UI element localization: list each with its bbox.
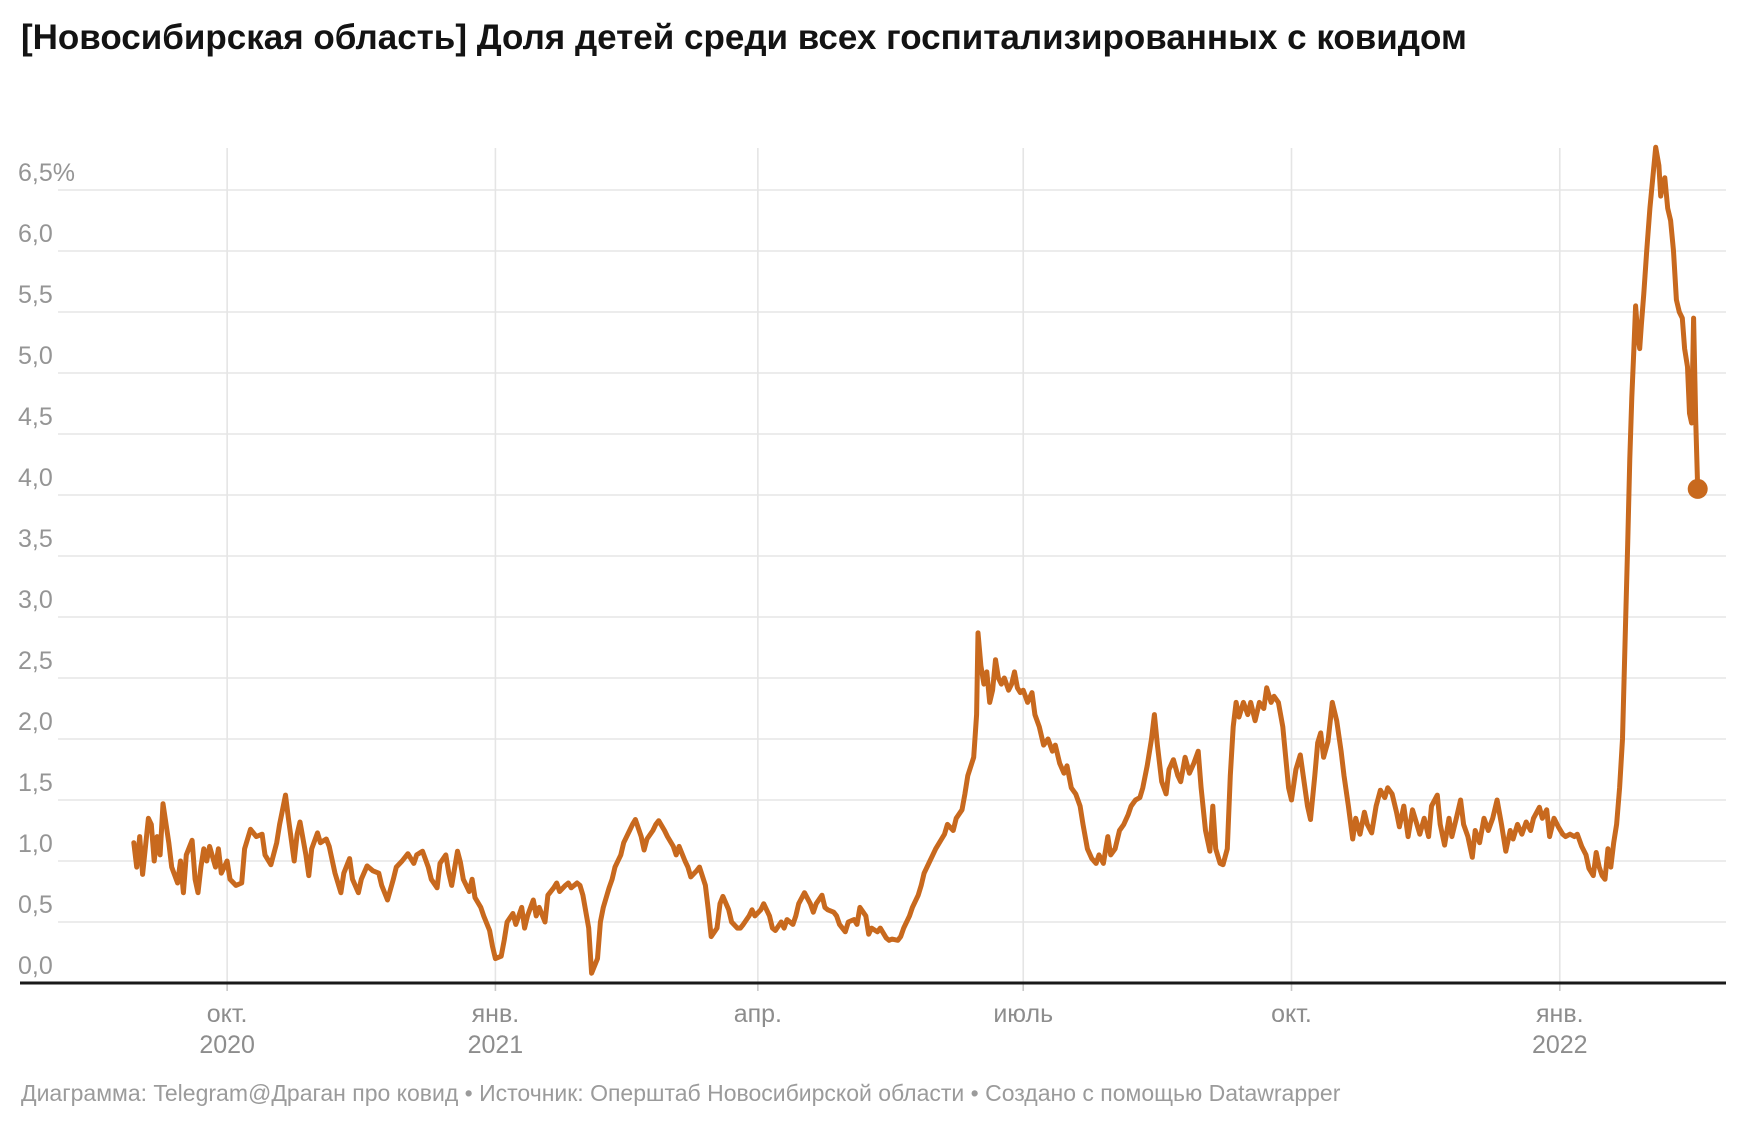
y-axis-tick-label: 1,0 — [18, 830, 53, 858]
x-axis-year-label: 2021 — [468, 1031, 524, 1059]
y-axis-tick-label: 3,0 — [18, 586, 53, 614]
y-axis-tick-label: 4,0 — [18, 464, 53, 492]
x-axis-tick-label: июль — [993, 1000, 1053, 1028]
y-axis-tick-label: 6,5% — [18, 159, 75, 187]
y-axis-tick-label: 0,5 — [18, 891, 53, 919]
chart-title: [Новосибирская область] Доля детей среди… — [21, 18, 1467, 57]
x-axis-tick-label: апр. — [734, 1000, 782, 1028]
x-axis-year-label: 2020 — [199, 1031, 255, 1059]
data-line — [131, 144, 1701, 976]
y-axis-tick-label: 5,0 — [18, 342, 53, 370]
x-axis-tick-label: окт. — [1271, 1000, 1312, 1028]
y-axis-tick-label: 2,5 — [18, 647, 53, 675]
y-axis-tick-label: 2,0 — [18, 708, 53, 736]
x-axis-tick-label: янв. — [472, 1000, 520, 1028]
y-axis-tick-label: 3,5 — [18, 525, 53, 553]
last-value-dot — [1687, 478, 1708, 499]
chart-footer-attribution: Диаграмма: Telegram@Драган про ковид • И… — [21, 1080, 1341, 1106]
y-axis-tick-label: 6,0 — [18, 220, 53, 248]
y-axis-tick-label: 1,5 — [18, 769, 53, 797]
x-axis-year-label: 2022 — [1532, 1031, 1588, 1059]
x-axis-tick-label: янв. — [1536, 1000, 1584, 1028]
y-axis-tick-label: 4,5 — [18, 403, 53, 431]
x-axis-tick-label: окт. — [207, 1000, 248, 1028]
y-axis-tick-label: 0,0 — [18, 952, 53, 980]
y-axis-tick-label: 5,5 — [18, 281, 53, 309]
